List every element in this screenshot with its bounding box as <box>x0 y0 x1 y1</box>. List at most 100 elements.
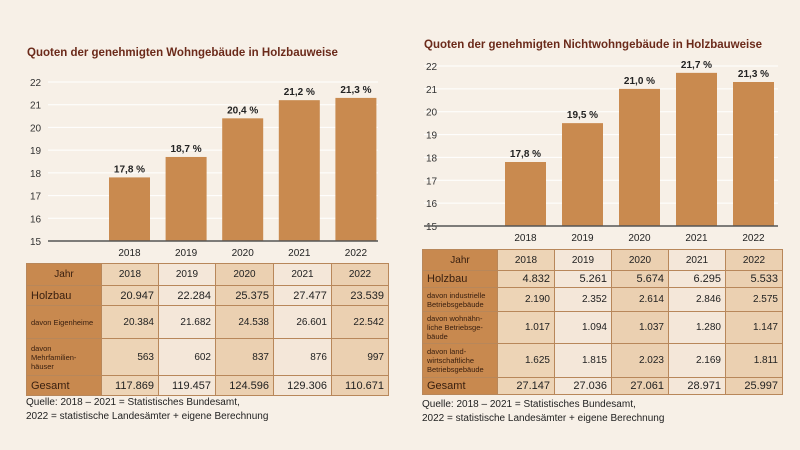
data-label: 21,7 % <box>681 60 712 71</box>
table-row: davon land-wirtschaftliche Betriebsgebäu… <box>422 343 783 378</box>
chart-title-wohngebaeude: Quoten der genehmigten Wohngebäude in Ho… <box>27 47 338 59</box>
source-line: Quelle: 2018 – 2021 = Statistisches Bund… <box>26 397 240 408</box>
column-header: 2022 <box>725 249 783 271</box>
bar-2018 <box>109 177 150 241</box>
table-cell: 4.832 <box>497 270 555 288</box>
table-cell: 25.375 <box>215 285 274 306</box>
table-cell: 20.947 <box>101 285 159 306</box>
x-tick-label: 2021 <box>685 233 708 244</box>
x-tick-label: 2020 <box>232 248 255 259</box>
source-line: Quelle: 2018 – 2021 = Statistisches Bund… <box>422 399 636 410</box>
table-cell: 1.280 <box>668 311 726 344</box>
x-tick-label: 2019 <box>175 248 198 259</box>
y-tick-label: 22 <box>30 78 42 89</box>
x-tick-label: 2022 <box>345 248 368 259</box>
y-tick-label: 22 <box>426 62 438 73</box>
table-row: Holzbau 20.947 22.284 25.375 27.477 23.539 <box>26 285 390 306</box>
y-tick-label: 21 <box>426 85 438 96</box>
table-row: Holzbau 4.832 5.261 5.674 6.295 5.533 <box>422 270 783 288</box>
data-label: 21,2 % <box>284 87 315 98</box>
row-label: davon industrielle Betriebsgebäude <box>422 287 498 312</box>
data-label: 21,0 % <box>624 76 655 87</box>
table-cell: 1.017 <box>497 311 555 344</box>
y-tick-label: 15 <box>426 222 438 233</box>
table-cell: 22.542 <box>330 305 390 339</box>
data-label: 18,7 % <box>171 144 202 155</box>
table-cell: 1.094 <box>554 311 612 344</box>
source-note-left: Quelle: 2018 – 2021 = Statistisches Bund… <box>26 396 268 424</box>
y-tick-label: 21 <box>30 101 42 112</box>
table-cell: 5.674 <box>611 270 669 288</box>
data-label: 21,3 % <box>340 85 371 96</box>
table-cell: 1.811 <box>725 343 783 378</box>
table-row: davon wohnähn-liche Betriebsge-bäude 1.01… <box>422 311 783 344</box>
table-cell: 1.815 <box>554 343 612 378</box>
row-label: Holzbau <box>422 270 498 288</box>
table-cell: 2.352 <box>554 287 612 312</box>
y-tick-label: 20 <box>426 108 438 119</box>
y-tick-label: 19 <box>30 146 42 157</box>
table-cell: 1.037 <box>611 311 669 344</box>
source-line: 2022 = statistische Landesämter + eigene… <box>422 413 665 424</box>
data-label: 21,3 % <box>738 69 769 80</box>
y-tick-label: 18 <box>30 169 42 180</box>
column-header: 2019 <box>158 263 216 286</box>
row-label: Holzbau <box>26 285 102 306</box>
table-cell: 26.601 <box>272 305 332 339</box>
table-cell: 124.596 <box>215 375 274 396</box>
column-header: Jahr <box>422 249 498 271</box>
column-header: 2020 <box>611 249 669 271</box>
table-row: davon Mehrfamilien-häuser 563 602 837 876 997 <box>26 338 390 376</box>
table-cell: 876 <box>272 338 332 376</box>
y-tick-label: 17 <box>426 176 438 187</box>
table-cell: 2.023 <box>611 343 669 378</box>
row-label: Gesamt <box>26 375 102 396</box>
y-tick-label: 19 <box>426 131 438 142</box>
y-tick-label: 20 <box>30 123 42 134</box>
bar-2021 <box>278 100 320 242</box>
bar-2019 <box>165 156 207 241</box>
bar-2019 <box>562 123 603 226</box>
table-cell: 110.671 <box>330 375 390 396</box>
table-cell: 117.869 <box>101 375 159 396</box>
x-tick-label: 2021 <box>288 248 311 259</box>
table-cell: 563 <box>101 338 159 376</box>
y-tick-label: 16 <box>30 214 42 225</box>
table-cell: 2.846 <box>668 287 726 312</box>
table-header-row: Jahr 2018 2019 2020 2021 2022 <box>26 263 390 286</box>
table-cell: 21.682 <box>158 305 216 339</box>
x-tick-label: 2020 <box>628 233 651 244</box>
chart-title-nichtwohngebaeude: Quoten der genehmigten Nichtwohngebäude … <box>424 39 762 51</box>
row-label: davon land-wirtschaftliche Betriebsgebäu… <box>422 343 498 378</box>
table-cell: 5.533 <box>725 270 783 288</box>
table-cell: 22.284 <box>158 285 216 306</box>
table-row: davon Eigenheime 20.384 21.682 24.538 26.601… <box>26 305 390 339</box>
table-cell: 129.306 <box>272 375 332 396</box>
table-header-row: Jahr 2018 2019 2020 2021 2022 <box>422 249 783 271</box>
column-header: 2022 <box>330 263 390 286</box>
table-cell: 1.147 <box>725 311 783 344</box>
bar-2022 <box>335 97 377 242</box>
data-label: 17,8 % <box>114 164 145 175</box>
bar-2018 <box>505 162 546 226</box>
source-note-right: Quelle: 2018 – 2021 = Statistisches Bund… <box>422 398 664 426</box>
column-header: 2018 <box>497 249 555 271</box>
table-nichtwohngebaeude: Jahr 2018 2019 2020 2021 2022 Holzbau 4.832 5.26… <box>422 249 783 395</box>
table-cell: 20.384 <box>101 305 159 339</box>
data-label: 20,4 % <box>227 105 258 116</box>
column-header: 2018 <box>101 263 159 286</box>
table-cell: 5.261 <box>554 270 612 288</box>
column-header: Jahr <box>26 263 102 286</box>
x-tick-label: 2018 <box>118 248 141 259</box>
data-label: 19,5 % <box>567 110 598 121</box>
column-header: 2021 <box>668 249 726 271</box>
column-header: 2021 <box>272 263 332 286</box>
y-tick-label: 16 <box>426 199 438 210</box>
table-cell: 1.625 <box>497 343 555 378</box>
table-cell: 27.036 <box>554 377 612 395</box>
x-tick-label: 2018 <box>514 233 537 244</box>
y-tick-label: 15 <box>30 237 42 248</box>
table-cell: 25.997 <box>725 377 783 395</box>
table-cell: 27.147 <box>497 377 555 395</box>
